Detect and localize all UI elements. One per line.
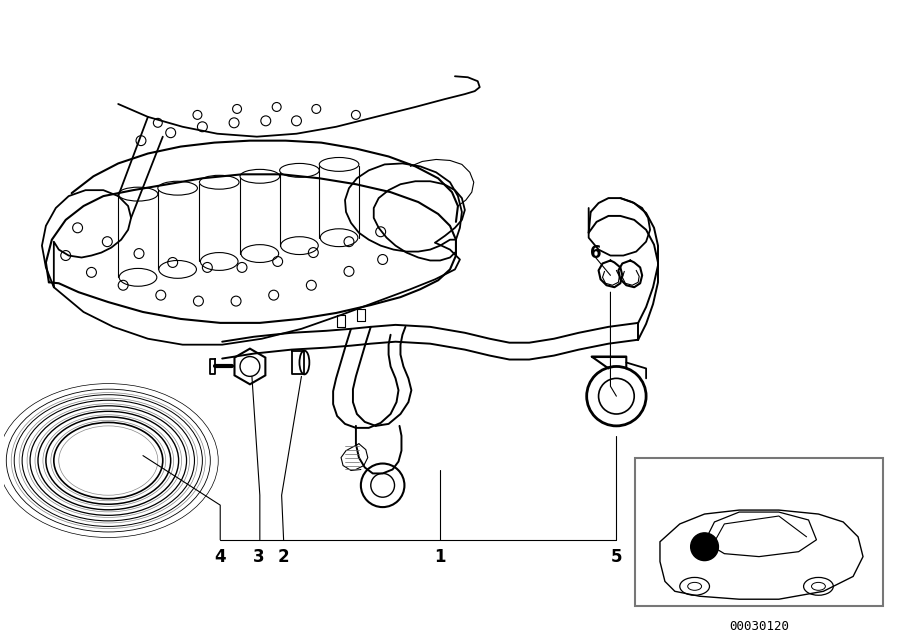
Text: 4: 4 [214, 547, 226, 566]
Text: 00030120: 00030120 [729, 620, 789, 633]
Text: 2: 2 [278, 547, 290, 566]
Circle shape [690, 533, 718, 561]
Bar [635, 458, 883, 606]
Text: 1: 1 [435, 547, 446, 566]
Text: 6: 6 [590, 244, 601, 262]
Text: 3: 3 [253, 547, 265, 566]
Text: 5: 5 [610, 547, 622, 566]
